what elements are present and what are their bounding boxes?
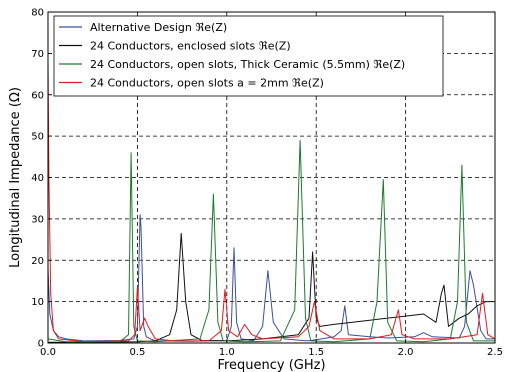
x-tick-label: 1.0 [219,347,235,358]
legend: Alternative Design ℜe(Z) 24 Conductors, e… [53,15,444,97]
x-tick-label: 0.5 [129,347,145,358]
series-line-4 [47,61,496,343]
legend-box [53,15,444,97]
y-tick-label: 20 [31,256,44,267]
x-tick-label: 0.0 [40,347,56,358]
legend-label-2: 24 Conductors, enclosed slots ℜe(Z) [90,40,291,53]
y-tick-label: 0 [38,339,44,350]
legend-label-3: 24 Conductors, open slots, Thick Ceramic… [90,58,405,71]
axis-ticks: 0.0 0.5 1.0 1.5 2.0 2.5 0 10 20 30 40 50 60 70 80 [31,8,503,359]
series-line-1 [47,214,495,342]
legend-label-4: 24 Conductors, open slots a = 2mm ℜe(Z) [90,77,324,90]
series-layer [47,61,496,343]
x-tick-label: 1.5 [308,347,324,358]
series-line-3 [47,139,495,343]
x-axis-label: Frequency (GHz) [217,358,325,372]
y-axis-label: Longitudinal Impedance (Ω) [8,87,23,268]
y-tick-label: 80 [31,8,44,19]
y-tick-label: 60 [31,90,44,101]
y-tick-label: 30 [31,214,44,225]
x-tick-label: 2.5 [487,347,503,358]
series-line-2 [48,232,495,343]
y-tick-label: 40 [31,173,44,184]
legend-label-1: Alternative Design ℜe(Z) [90,21,227,34]
y-tick-label: 50 [31,132,44,143]
x-tick-label: 2.0 [398,347,414,358]
y-tick-label: 70 [31,49,44,60]
y-tick-label: 10 [31,297,44,308]
